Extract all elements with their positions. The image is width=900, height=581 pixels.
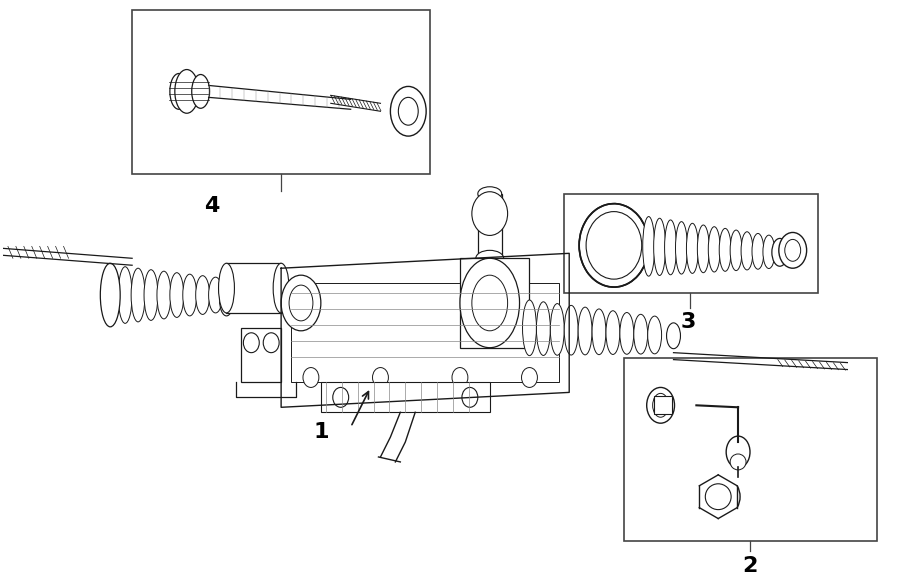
Ellipse shape <box>687 223 698 274</box>
Bar <box>653 396 671 414</box>
Ellipse shape <box>157 271 171 319</box>
Ellipse shape <box>399 98 418 125</box>
Ellipse shape <box>521 368 537 388</box>
Ellipse shape <box>763 235 775 268</box>
Ellipse shape <box>652 393 669 417</box>
Ellipse shape <box>170 272 184 317</box>
Ellipse shape <box>719 228 731 271</box>
Ellipse shape <box>592 309 606 354</box>
Ellipse shape <box>462 388 478 407</box>
Ellipse shape <box>667 323 680 349</box>
Ellipse shape <box>536 302 550 356</box>
Ellipse shape <box>209 277 222 313</box>
Ellipse shape <box>752 234 764 269</box>
Bar <box>227 263 281 313</box>
Ellipse shape <box>726 436 750 468</box>
Ellipse shape <box>730 230 742 271</box>
Ellipse shape <box>472 275 508 331</box>
Ellipse shape <box>303 368 319 388</box>
Ellipse shape <box>648 316 662 354</box>
Text: 3: 3 <box>680 312 696 332</box>
Ellipse shape <box>131 268 145 322</box>
Bar <box>132 10 430 174</box>
Ellipse shape <box>523 300 536 356</box>
Ellipse shape <box>472 192 508 235</box>
Ellipse shape <box>708 227 720 272</box>
Ellipse shape <box>220 284 233 316</box>
Ellipse shape <box>192 74 210 108</box>
Ellipse shape <box>698 225 709 272</box>
Ellipse shape <box>281 275 321 331</box>
Ellipse shape <box>643 217 654 276</box>
Ellipse shape <box>550 304 564 355</box>
Ellipse shape <box>579 204 649 287</box>
Ellipse shape <box>620 313 634 354</box>
Bar <box>478 193 501 259</box>
Ellipse shape <box>195 275 210 314</box>
Ellipse shape <box>476 250 504 266</box>
Ellipse shape <box>274 263 289 313</box>
Ellipse shape <box>586 211 642 279</box>
Ellipse shape <box>785 239 801 261</box>
Ellipse shape <box>706 484 731 510</box>
Ellipse shape <box>100 263 121 327</box>
Ellipse shape <box>676 221 688 274</box>
Ellipse shape <box>391 87 427 136</box>
Ellipse shape <box>289 285 313 321</box>
Bar <box>624 358 878 541</box>
Ellipse shape <box>219 263 234 313</box>
Ellipse shape <box>118 267 132 324</box>
Text: 4: 4 <box>204 196 220 216</box>
Ellipse shape <box>175 70 199 113</box>
Ellipse shape <box>741 232 753 270</box>
Ellipse shape <box>778 232 806 268</box>
Bar <box>564 193 817 293</box>
Ellipse shape <box>263 333 279 353</box>
Ellipse shape <box>243 333 259 353</box>
Ellipse shape <box>606 311 620 354</box>
Ellipse shape <box>730 454 746 470</box>
Bar <box>291 283 559 382</box>
Ellipse shape <box>564 306 578 355</box>
Bar <box>321 382 490 413</box>
Ellipse shape <box>105 266 119 325</box>
Ellipse shape <box>170 74 188 109</box>
Ellipse shape <box>478 187 501 200</box>
Ellipse shape <box>333 388 348 407</box>
Ellipse shape <box>653 218 666 275</box>
Text: 2: 2 <box>742 557 758 576</box>
Text: 1: 1 <box>313 422 328 442</box>
Ellipse shape <box>772 238 788 266</box>
Ellipse shape <box>578 307 592 355</box>
Ellipse shape <box>647 388 674 423</box>
Ellipse shape <box>460 259 519 347</box>
Ellipse shape <box>634 314 648 354</box>
Ellipse shape <box>664 220 677 275</box>
Ellipse shape <box>452 368 468 388</box>
Bar <box>460 259 529 347</box>
Ellipse shape <box>144 270 158 320</box>
Ellipse shape <box>183 274 197 316</box>
Ellipse shape <box>373 368 389 388</box>
Bar <box>241 328 281 382</box>
